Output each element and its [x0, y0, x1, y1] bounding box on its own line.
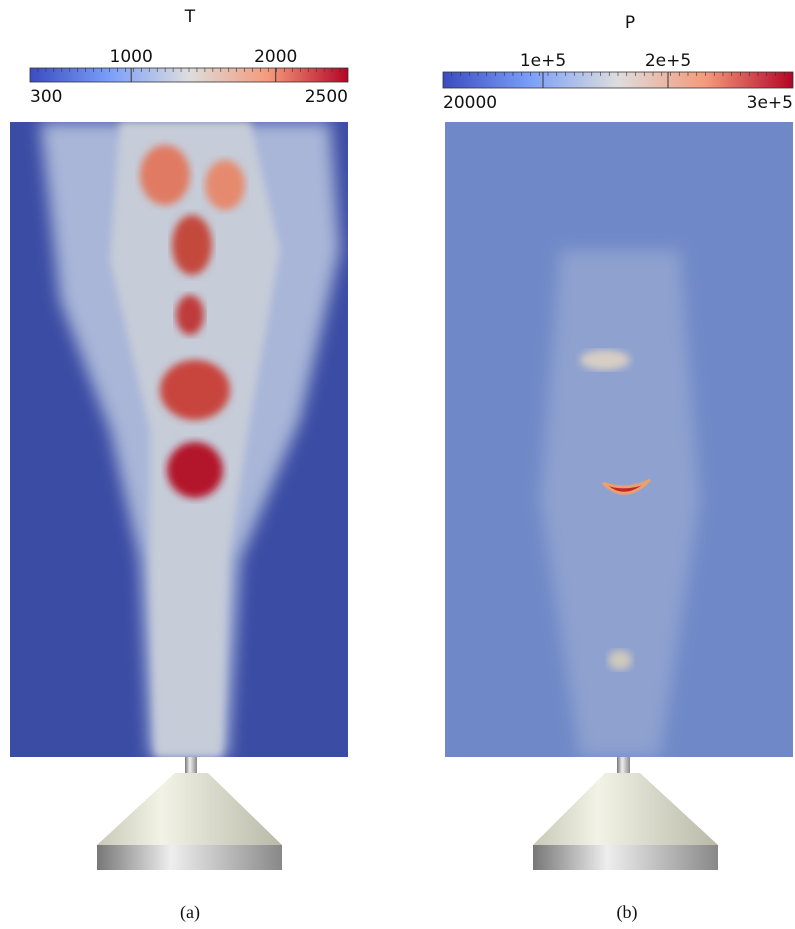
- colorbar-title: T: [184, 7, 196, 27]
- caption: (b): [617, 902, 638, 923]
- pressure-field: [445, 122, 793, 757]
- nozzle: [97, 757, 718, 870]
- tick-label: 1000: [110, 47, 153, 67]
- temperature-field: [10, 122, 348, 757]
- range-label: 300: [30, 87, 62, 107]
- tick-label: 1e+5: [520, 51, 566, 71]
- range-label: 2500: [305, 87, 348, 107]
- tick-label: 2000: [254, 47, 297, 67]
- tick-label: 2e+5: [645, 51, 691, 71]
- range-label: 3e+5: [747, 93, 793, 113]
- colorbar-title: P: [625, 13, 635, 33]
- caption: (a): [180, 902, 200, 923]
- range-label: 20000: [443, 93, 497, 113]
